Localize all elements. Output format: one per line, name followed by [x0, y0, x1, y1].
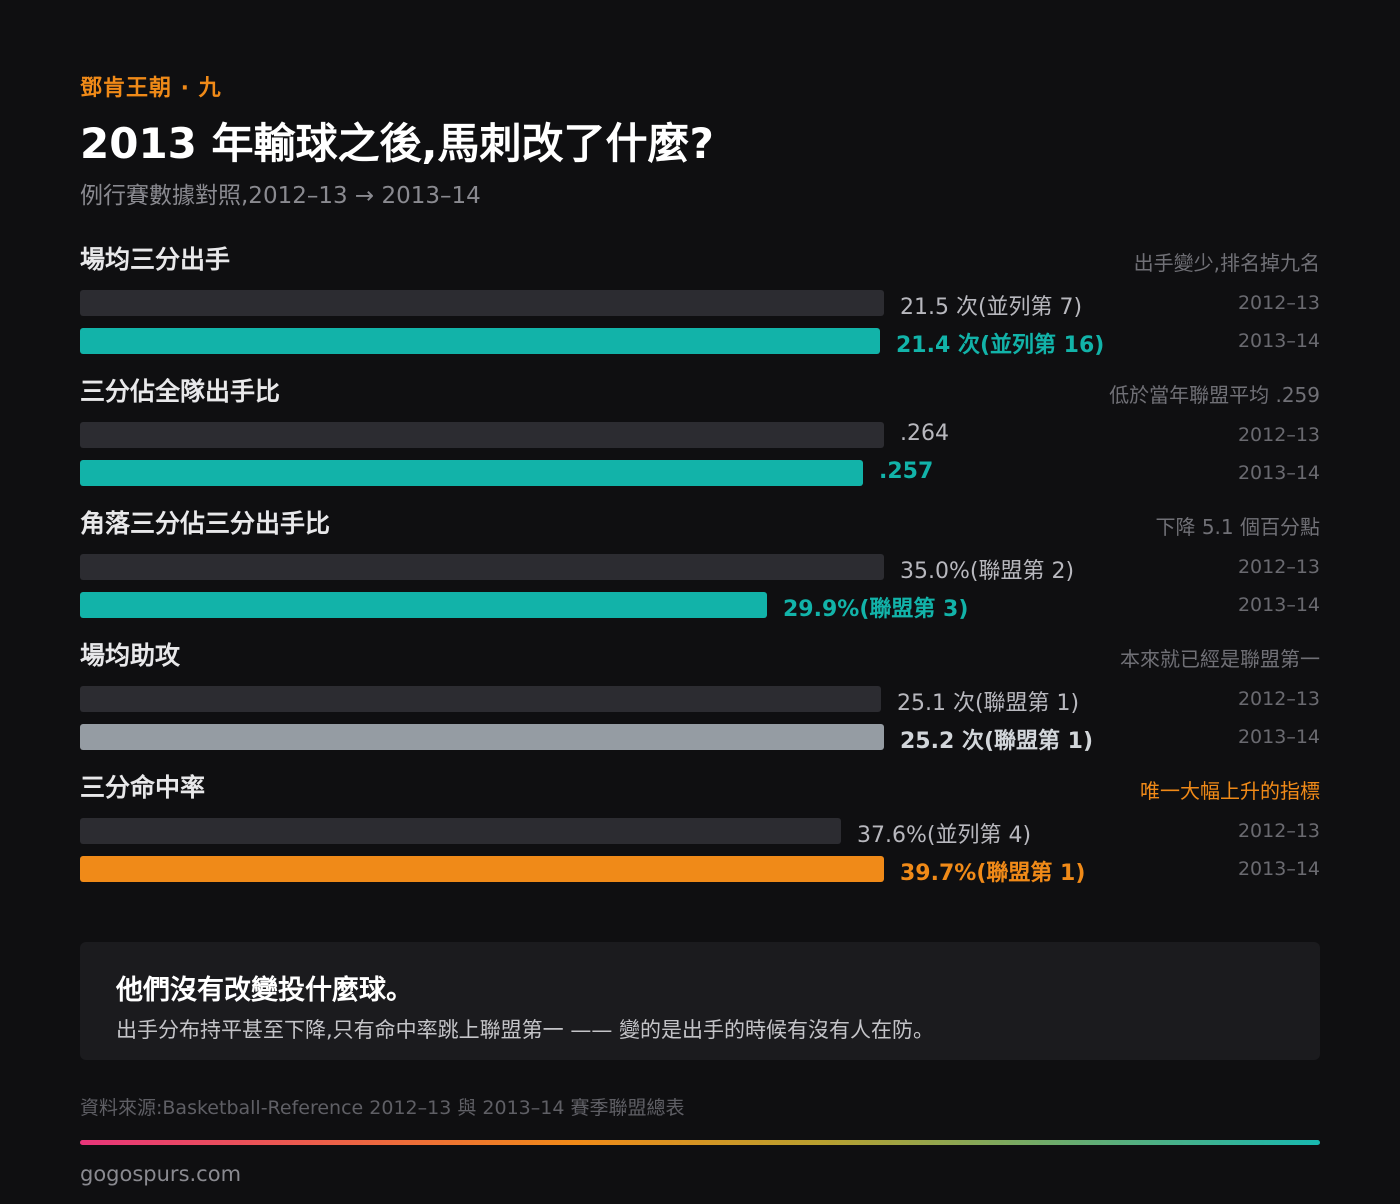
bar-2013-14 [80, 328, 880, 354]
callout-title: 他們沒有改變投什麼球。 [116, 975, 413, 1006]
bar-2012-13 [80, 422, 884, 448]
callout-box: 他們沒有改變投什麼球。 出手分布持平甚至下降,只有命中率跳上聯盟第一 —— 變的… [80, 942, 1320, 1060]
metric-name: 三分佔全隊出手比 [80, 377, 281, 406]
bar-2012-13 [80, 686, 881, 712]
source-note: 資料來源:Basketball-Reference 2012–13 與 2013… [80, 1097, 685, 1119]
metric-name: 三分命中率 [80, 773, 206, 802]
bar-2012-13 [80, 290, 884, 316]
bar-value-label: 29.9%(聯盟第 3) [783, 597, 969, 622]
series-label: 鄧肯王朝 · 九 [80, 76, 222, 101]
season-label: 2012–13 [1237, 688, 1320, 710]
bar-2012-13 [80, 554, 884, 580]
season-label: 2012–13 [1237, 424, 1320, 446]
bar-value-label: 37.6%(並列第 4) [857, 823, 1032, 848]
bar-2013-14 [80, 592, 767, 618]
bar-value-label: .257 [879, 459, 934, 484]
bar-value-label: 35.0%(聯盟第 2) [900, 559, 1075, 584]
season-label: 2013–14 [1237, 594, 1320, 616]
bar-2012-13 [80, 818, 841, 844]
season-label: 2013–14 [1237, 330, 1320, 352]
metric-name: 場均三分出手 [80, 245, 231, 274]
bar-value-label: 21.4 次(並列第 16) [896, 333, 1105, 358]
bar-2013-14 [80, 724, 884, 750]
metric-name: 角落三分佔三分出手比 [80, 509, 331, 538]
page-subtitle: 例行賽數據對照,2012–13 → 2013–14 [80, 183, 481, 209]
callout-body: 出手分布持平甚至下降,只有命中率跳上聯盟第一 —— 變的是出手的時候有沒有人在防… [116, 1018, 935, 1042]
bar-value-label: 25.1 次(聯盟第 1) [897, 691, 1080, 716]
metric-note: 下降 5.1 個百分點 [1155, 515, 1320, 539]
season-label: 2013–14 [1237, 858, 1320, 880]
season-label: 2013–14 [1237, 726, 1320, 748]
metric-note: 低於當年聯盟平均 .259 [1109, 383, 1320, 407]
metric-note: 本來就已經是聯盟第一 [1120, 647, 1320, 671]
gradient-divider [80, 1140, 1320, 1145]
bar-value-label: 25.2 次(聯盟第 1) [900, 729, 1094, 754]
bar-value-label: 21.5 次(並列第 7) [900, 295, 1083, 320]
site-url[interactable]: gogospurs.com [80, 1162, 242, 1186]
bar-value-label: .264 [900, 421, 949, 446]
metric-name: 場均助攻 [80, 641, 181, 670]
bar-2013-14 [80, 856, 884, 882]
metric-note: 出手變少,排名掉九名 [1133, 251, 1320, 275]
season-label: 2012–13 [1237, 292, 1320, 314]
season-label: 2012–13 [1237, 556, 1320, 578]
season-label: 2012–13 [1237, 820, 1320, 842]
bar-2013-14 [80, 460, 863, 486]
page-title: 2013 年輸球之後,馬刺改了什麼? [80, 119, 714, 168]
bar-value-label: 39.7%(聯盟第 1) [900, 861, 1086, 886]
season-label: 2013–14 [1237, 462, 1320, 484]
metric-note: 唯一大幅上升的指標 [1140, 779, 1320, 803]
